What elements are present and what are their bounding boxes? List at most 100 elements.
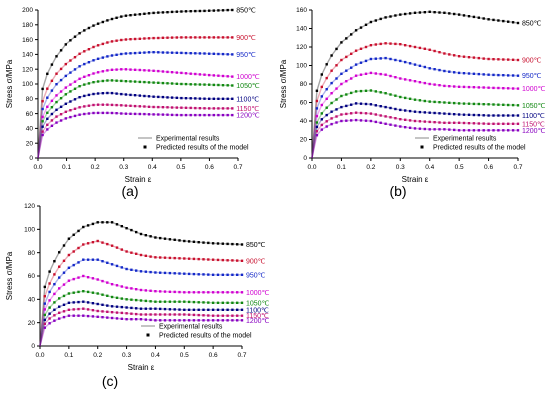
predicted-point <box>231 301 234 304</box>
predicted-point <box>106 310 109 313</box>
predicted-point <box>41 107 44 111</box>
predicted-point <box>413 45 417 49</box>
predicted-point <box>138 105 141 108</box>
predicted-point <box>96 278 99 281</box>
predicted-point <box>77 290 80 294</box>
predicted-point <box>96 258 99 261</box>
predicted-point <box>236 273 239 276</box>
predicted-point <box>477 72 480 76</box>
predicted-point <box>135 298 138 302</box>
predicted-point <box>115 284 119 287</box>
predicted-point <box>96 315 99 318</box>
predicted-point <box>154 307 157 310</box>
predicted-point <box>477 122 480 125</box>
predicted-point <box>53 260 56 263</box>
predicted-point <box>354 90 358 93</box>
predicted-point <box>101 70 104 73</box>
predicted-point <box>82 258 85 261</box>
predicted-point <box>59 78 63 82</box>
y-tick-label: 80 <box>26 96 34 103</box>
predicted-point <box>184 97 188 100</box>
predicted-point <box>73 98 77 101</box>
predicted-point <box>55 94 58 97</box>
predicted-point <box>110 295 114 299</box>
predicted-point <box>69 100 72 103</box>
predicted-point <box>149 318 152 322</box>
predicted-point <box>120 311 123 315</box>
legend: Experimental results Predicted results of… <box>141 324 252 340</box>
predicted-point <box>67 308 71 311</box>
predicted-point <box>350 119 353 122</box>
predicted-point <box>48 270 51 273</box>
y-tick-label: 0 <box>303 155 307 162</box>
predicted-point <box>217 74 220 77</box>
predicted-point <box>170 82 174 85</box>
predicted-point <box>77 229 80 233</box>
predicted-point <box>72 308 75 311</box>
predicted-point <box>83 50 86 53</box>
x-tick-label: 0.0 <box>307 164 316 171</box>
predicted-point <box>231 319 234 322</box>
series-label: 900℃ <box>236 35 256 42</box>
predicted-point <box>443 11 446 14</box>
x-tick-label: 0.0 <box>35 352 44 359</box>
predicted-point <box>149 255 152 258</box>
legend-experimental: Experimental results <box>159 324 223 331</box>
predicted-point <box>340 41 343 44</box>
predicted-point <box>129 68 132 71</box>
predicted-point <box>173 308 176 311</box>
series-7: 1150℃ <box>311 111 545 159</box>
predicted-point <box>208 113 211 117</box>
predicted-point <box>101 241 104 244</box>
series-3: 950℃ <box>39 258 266 347</box>
predicted-point <box>438 121 441 124</box>
predicted-point <box>369 71 373 75</box>
predicted-point <box>64 117 67 120</box>
predicted-point <box>443 128 446 131</box>
predicted-point <box>125 298 128 301</box>
predicted-point <box>399 118 402 121</box>
predicted-point <box>231 8 234 12</box>
predicted-point <box>62 310 66 313</box>
predicted-point <box>198 36 202 39</box>
predicted-point <box>487 103 490 106</box>
predicted-point <box>399 77 402 80</box>
predicted-point <box>53 314 56 317</box>
predicted-point <box>69 90 72 93</box>
predicted-point <box>203 9 206 13</box>
predicted-point <box>130 298 133 301</box>
predicted-point <box>152 95 155 98</box>
predicted-point <box>197 291 200 294</box>
predicted-point <box>192 272 196 276</box>
predicted-point <box>438 11 441 14</box>
predicted-point <box>457 129 461 132</box>
predicted-point <box>67 253 71 257</box>
predicted-point <box>73 107 77 110</box>
predicted-point <box>453 12 456 16</box>
predicted-point <box>50 63 54 66</box>
predicted-point <box>369 44 373 47</box>
predicted-point <box>226 314 229 317</box>
predicted-point <box>130 251 133 254</box>
predicted-point <box>231 113 234 117</box>
predicted-point <box>211 273 215 276</box>
predicted-point <box>46 96 49 99</box>
x-tick-label: 0.2 <box>91 164 100 171</box>
predicted-point <box>50 112 54 116</box>
predicted-point <box>96 44 100 47</box>
predicted-point <box>173 300 176 303</box>
predicted-point <box>384 56 387 60</box>
predicted-point <box>497 129 500 132</box>
y-tick-label: 200 <box>22 7 33 14</box>
predicted-point <box>482 122 485 125</box>
predicted-point <box>166 51 169 54</box>
predicted-point <box>43 302 46 305</box>
predicted-point <box>399 125 402 128</box>
predicted-point <box>492 129 495 132</box>
predicted-point <box>330 110 333 113</box>
predicted-point <box>221 107 225 110</box>
predicted-point <box>175 113 178 117</box>
predicted-point <box>226 84 229 87</box>
predicted-point <box>101 103 104 106</box>
predicted-point <box>110 17 114 21</box>
